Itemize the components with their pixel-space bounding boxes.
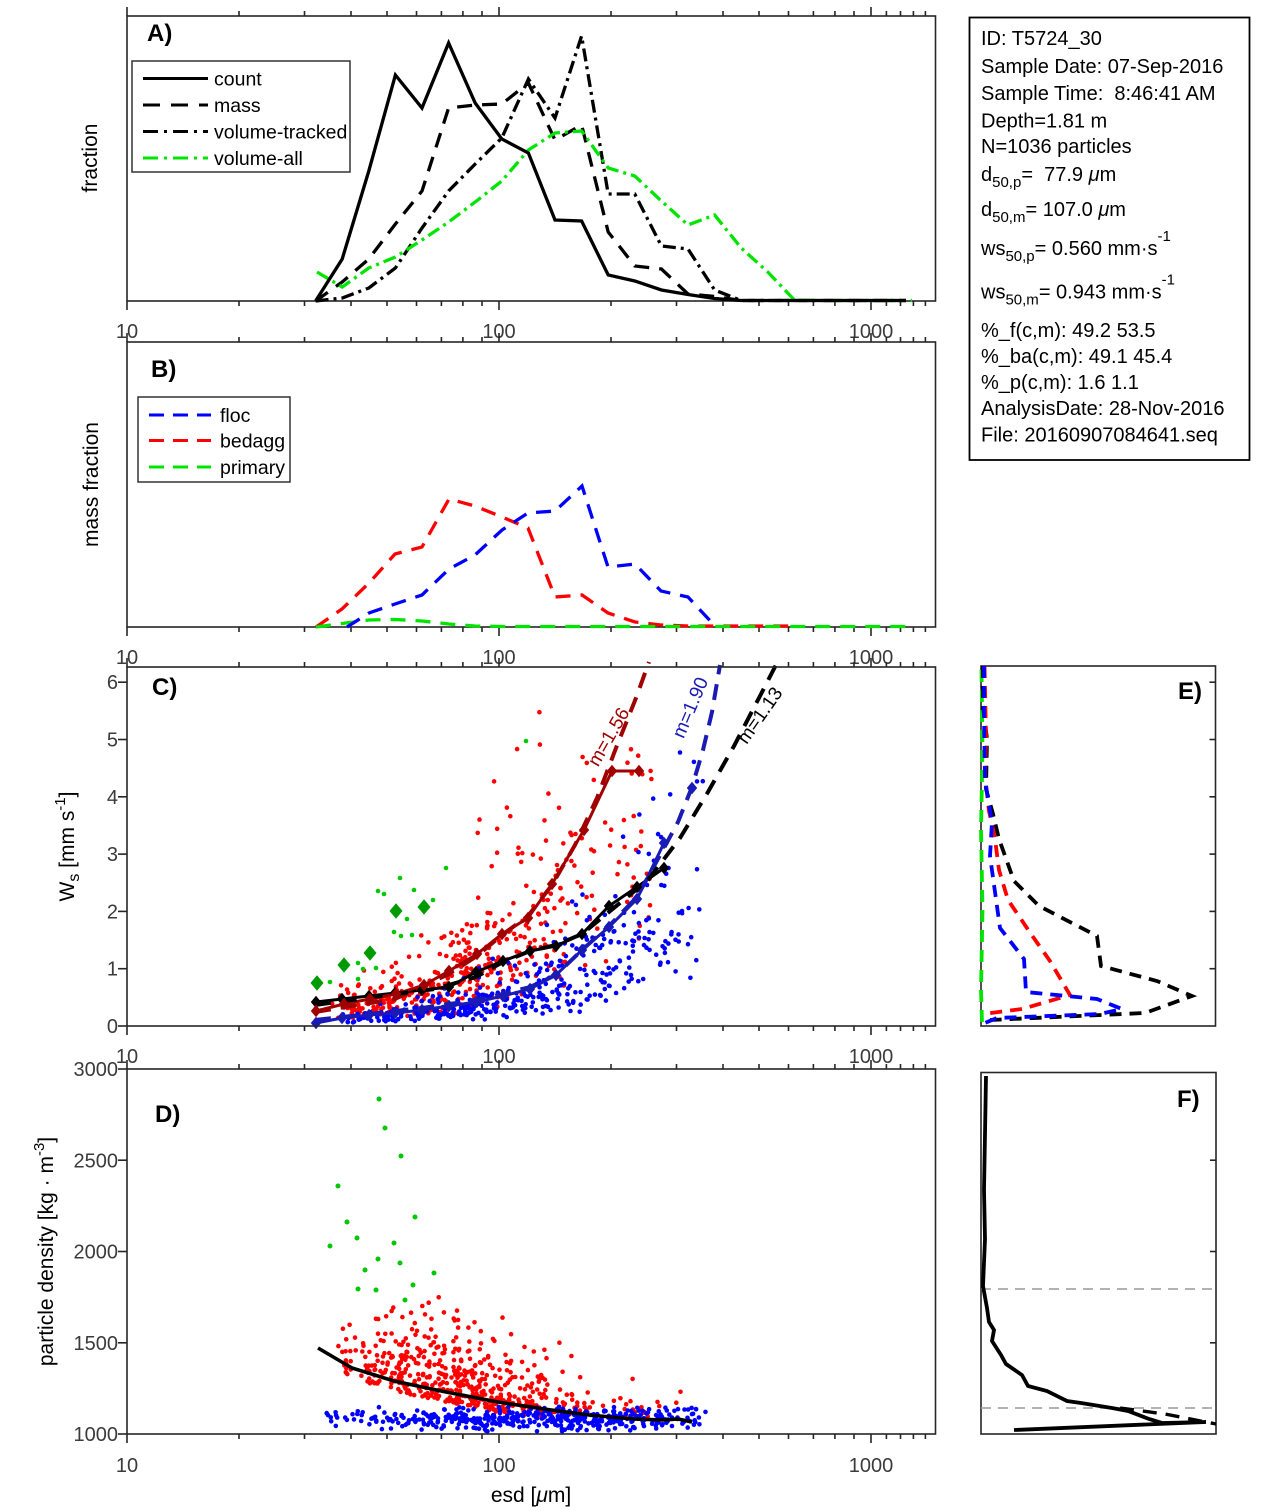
- svg-text:5: 5: [107, 730, 118, 752]
- svg-text:fraction: fraction: [79, 124, 102, 193]
- svg-text:Ws [mm s-1]: Ws [mm s-1]: [52, 791, 83, 901]
- svg-text:floc: floc: [220, 405, 251, 427]
- svg-text:3000: 3000: [74, 1059, 119, 1081]
- svg-text:2: 2: [107, 901, 118, 923]
- svg-text:%_ba(c,m): 49.1 45.4: %_ba(c,m): 49.1 45.4: [981, 346, 1172, 368]
- svg-text:4: 4: [107, 787, 118, 809]
- svg-text:C): C): [152, 674, 177, 701]
- svg-text:Sample Date: 07-Sep-2016: Sample Date: 07-Sep-2016: [981, 56, 1223, 78]
- svg-text:File: 20160907084641.seq: File: 20160907084641.seq: [981, 425, 1218, 447]
- svg-text:Depth=1.81 m: Depth=1.81 m: [981, 111, 1107, 133]
- svg-text:E): E): [1178, 678, 1202, 705]
- svg-text:esd [μm]: esd [μm]: [491, 1484, 571, 1507]
- svg-text:ID: T5724_30: ID: T5724_30: [981, 28, 1102, 50]
- svg-text:%_f(c,m): 49.2 53.5: %_f(c,m): 49.2 53.5: [981, 320, 1156, 342]
- svg-text:B): B): [151, 356, 176, 383]
- svg-text:6: 6: [107, 672, 118, 694]
- svg-text:1500: 1500: [74, 1333, 119, 1355]
- svg-text:N=1036 particles: N=1036 particles: [981, 136, 1132, 158]
- svg-text:bedagg: bedagg: [220, 431, 285, 453]
- svg-text:1000: 1000: [849, 1046, 894, 1068]
- svg-text:1000: 1000: [849, 1455, 894, 1477]
- svg-text:100: 100: [482, 1046, 515, 1068]
- svg-text:primary: primary: [220, 457, 285, 479]
- svg-text:A): A): [147, 20, 172, 47]
- svg-text:particle density [kg · m-3]: particle density [kg · m-3]: [31, 1137, 58, 1366]
- svg-text:mass fraction: mass fraction: [80, 422, 103, 547]
- svg-text:0: 0: [107, 1016, 118, 1038]
- svg-text:1000: 1000: [849, 321, 894, 343]
- svg-text:AnalysisDate: 28-Nov-2016: AnalysisDate: 28-Nov-2016: [981, 398, 1224, 420]
- svg-text:1000: 1000: [74, 1424, 119, 1446]
- svg-text:volume-all: volume-all: [214, 148, 303, 170]
- svg-text:3: 3: [107, 844, 118, 866]
- svg-text:D): D): [155, 1101, 180, 1128]
- svg-text:10: 10: [116, 321, 138, 343]
- svg-text:10: 10: [116, 1455, 138, 1477]
- svg-text:%_p(c,m): 1.6 1.1: %_p(c,m): 1.6 1.1: [981, 372, 1139, 394]
- svg-text:F): F): [1177, 1086, 1200, 1113]
- svg-text:mass: mass: [214, 95, 261, 117]
- svg-text:Sample Time: 8:46:41 AM: Sample Time: 8:46:41 AM: [981, 83, 1216, 105]
- svg-text:count: count: [214, 69, 262, 91]
- svg-text:1: 1: [107, 959, 118, 981]
- svg-text:100: 100: [482, 321, 515, 343]
- svg-text:2500: 2500: [74, 1150, 119, 1172]
- svg-text:100: 100: [482, 1455, 515, 1477]
- svg-text:2000: 2000: [74, 1242, 119, 1264]
- svg-text:10: 10: [116, 1046, 138, 1068]
- svg-text:volume-tracked: volume-tracked: [214, 122, 347, 144]
